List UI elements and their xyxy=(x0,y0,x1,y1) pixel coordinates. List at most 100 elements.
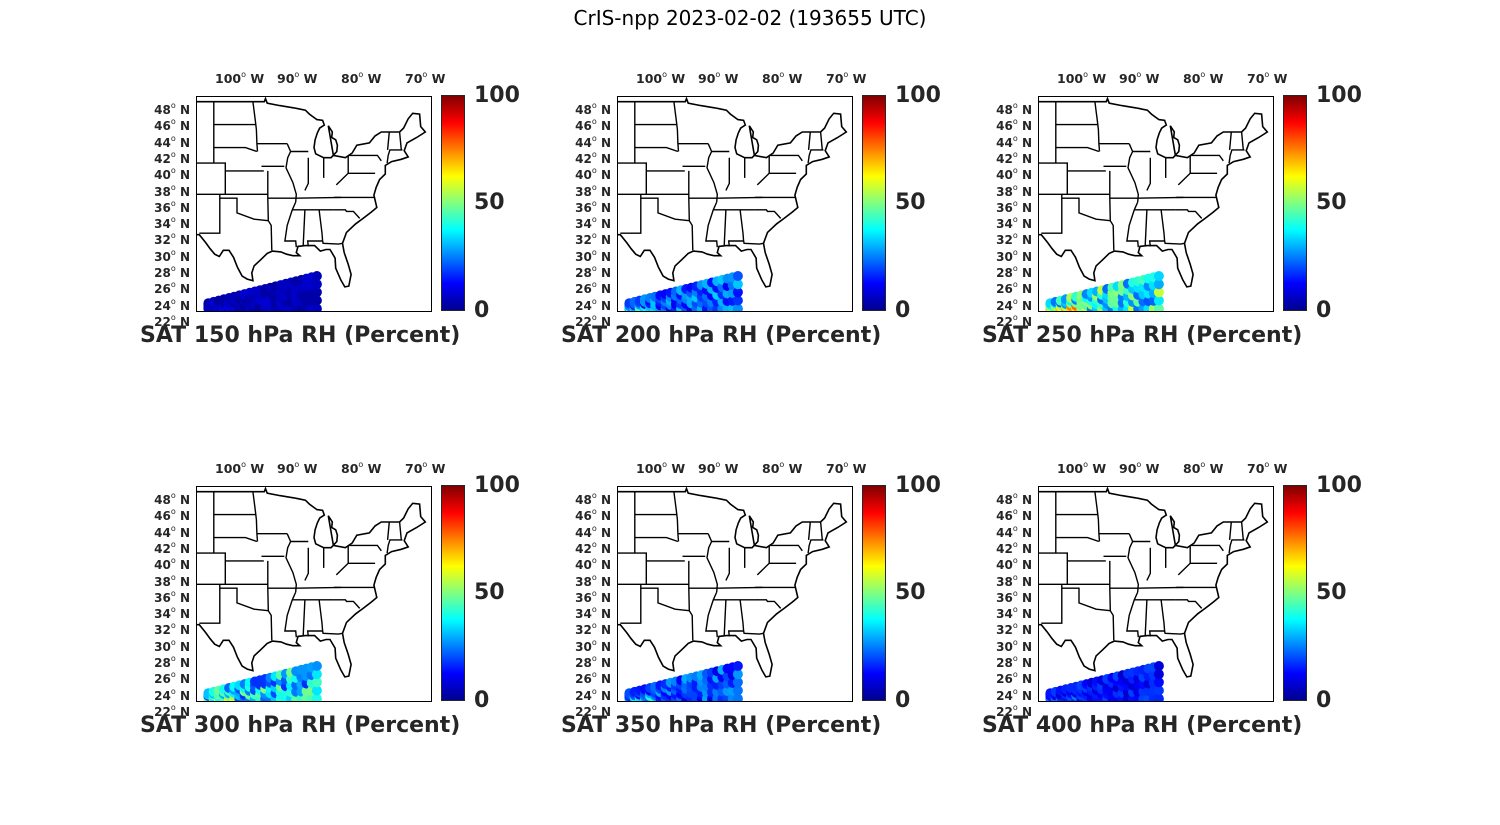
state-border xyxy=(398,131,402,150)
state-border xyxy=(348,544,382,552)
state-border xyxy=(1240,131,1244,150)
lat-tick-label: 28o N xyxy=(575,264,611,280)
state-border xyxy=(1061,194,1111,222)
map-canvas xyxy=(197,487,427,701)
lat-tick-label: 30o N xyxy=(575,247,611,264)
lon-tick-label: 70o W xyxy=(405,460,446,476)
state-border xyxy=(252,101,259,152)
state-border xyxy=(267,586,375,589)
coastline xyxy=(197,97,427,288)
state-border xyxy=(769,154,803,162)
data-point xyxy=(732,685,743,696)
state-border xyxy=(1039,552,1068,585)
state-border xyxy=(1126,591,1139,638)
state-border xyxy=(1146,547,1152,581)
lon-tick-label: 80o W xyxy=(762,70,803,86)
state-border xyxy=(333,599,361,609)
state-border xyxy=(742,630,764,635)
lat-tick-label: 36o N xyxy=(154,588,190,605)
lat-tick-label: 24o N xyxy=(154,296,190,313)
data-point xyxy=(732,271,743,281)
colorbar-tick-label: 50 xyxy=(895,580,926,605)
lat-tick-label: 38o N xyxy=(575,182,611,199)
colorbar-tick-label: 100 xyxy=(474,473,520,498)
lat-tick-label: 40o N xyxy=(575,166,611,183)
colorbar xyxy=(1283,95,1307,311)
map-canvas xyxy=(618,487,848,701)
colorbar xyxy=(862,485,886,701)
lat-tick-label: 44o N xyxy=(996,133,1032,150)
state-border xyxy=(706,143,719,203)
data-point xyxy=(311,295,322,306)
lon-tick-label: 90o W xyxy=(698,70,739,86)
panel-title: SAT 400 hPa RH (Percent) xyxy=(982,713,1303,738)
lon-tick-label: 100o W xyxy=(215,460,265,476)
state-border xyxy=(333,209,361,219)
colorbar-tick-label: 50 xyxy=(895,190,926,215)
lat-tick-label: 48o N xyxy=(996,491,1032,507)
lat-tick-label: 26o N xyxy=(154,670,190,687)
state-border xyxy=(199,588,221,624)
map-axes xyxy=(196,96,432,312)
state-border xyxy=(725,157,731,191)
state-border xyxy=(754,599,782,609)
state-border xyxy=(302,599,306,636)
state-border xyxy=(673,491,680,542)
state-border xyxy=(1144,599,1148,636)
lon-tick-label: 100o W xyxy=(1057,70,1107,86)
state-border xyxy=(727,209,745,247)
state-border xyxy=(1228,539,1245,554)
colorbar xyxy=(441,485,465,701)
lat-tick-label: 28o N xyxy=(575,654,611,670)
lat-tick-label: 32o N xyxy=(575,231,611,248)
map-panel: 100o W 90o W 80o W 70o W 48o N 46o N 44o N 42o … xyxy=(982,51,1362,351)
lat-tick-label: 46o N xyxy=(575,117,611,134)
state-border xyxy=(807,149,824,164)
lat-tick-label: 30o N xyxy=(154,247,190,264)
lat-tick-label: 40o N xyxy=(996,556,1032,573)
state-border xyxy=(688,586,796,589)
lat-tick-label: 26o N xyxy=(575,280,611,297)
state-border xyxy=(756,562,797,576)
lon-tick-label: 90o W xyxy=(1119,70,1160,86)
coastline xyxy=(1039,487,1269,678)
data-point xyxy=(732,669,743,680)
data-point xyxy=(732,295,743,306)
state-border xyxy=(213,536,258,543)
state-border xyxy=(386,131,390,150)
state-border xyxy=(1163,630,1185,635)
state-border xyxy=(618,552,647,585)
state-border xyxy=(725,547,731,581)
state-border xyxy=(1228,149,1245,164)
lat-tick-label: 46o N xyxy=(575,507,611,524)
lat-tick-label: 34o N xyxy=(996,215,1032,232)
state-border xyxy=(1175,209,1203,219)
coastline xyxy=(618,487,848,678)
lat-tick-label: 36o N xyxy=(575,198,611,215)
lon-tick-label: 90o W xyxy=(1119,460,1160,476)
lat-tick-label: 22o N xyxy=(575,702,611,719)
lat-tick-label: 42o N xyxy=(575,149,611,166)
colorbar-tick-label: 50 xyxy=(1316,190,1347,215)
state-border xyxy=(1175,599,1203,609)
panel-title: SAT 150 hPa RH (Percent) xyxy=(140,323,461,348)
state-border xyxy=(219,194,269,222)
data-point xyxy=(732,661,743,671)
lat-tick-label: 36o N xyxy=(154,198,190,215)
colorbar-tick-label: 50 xyxy=(1316,580,1347,605)
lat-tick-label: 38o N xyxy=(575,572,611,589)
state-border xyxy=(1127,533,1140,593)
state-border xyxy=(386,149,403,164)
lat-tick-label: 34o N xyxy=(996,605,1032,622)
state-border xyxy=(620,198,642,234)
state-border xyxy=(1094,101,1101,152)
state-border xyxy=(1109,196,1217,199)
lat-tick-label: 22o N xyxy=(575,312,611,329)
lat-tick-label: 48o N xyxy=(575,101,611,117)
map-axes xyxy=(617,486,853,702)
state-border xyxy=(1228,521,1232,540)
state-border xyxy=(723,209,727,246)
state-border xyxy=(1055,146,1100,153)
lat-tick-label: 48o N xyxy=(154,101,190,117)
map-canvas xyxy=(1039,97,1269,311)
